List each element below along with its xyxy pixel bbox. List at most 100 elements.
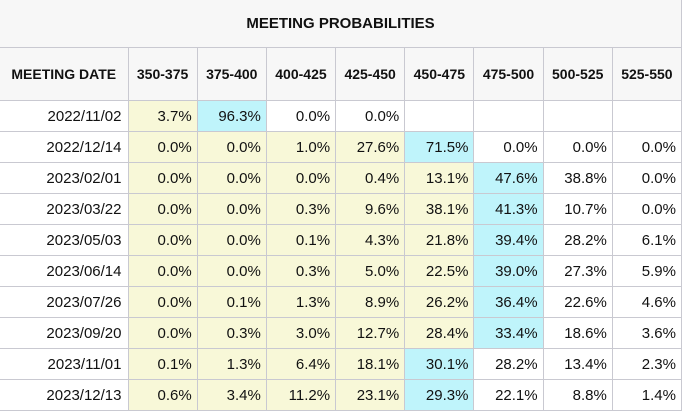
probability-cell: 0.0% xyxy=(611,193,683,225)
probability-cell: 0.0% xyxy=(127,317,198,349)
probability-cell: 8.8% xyxy=(542,379,613,411)
probability-cell: 0.0% xyxy=(335,100,406,132)
column-header-525-550: 525-550 xyxy=(611,47,683,101)
probability-cell: 22.1% xyxy=(473,379,544,411)
probability-cell xyxy=(473,100,544,132)
probability-cell: 0.0% xyxy=(127,193,198,225)
probability-cell: 3.4% xyxy=(196,379,267,411)
probability-cell: 22.5% xyxy=(404,255,475,287)
probability-cell: 1.3% xyxy=(196,348,267,380)
meeting-date-cell: 2022/12/14 xyxy=(0,131,129,163)
probability-cell: 0.0% xyxy=(265,100,337,132)
probability-cell xyxy=(542,100,613,132)
column-header-350-375: 350-375 xyxy=(127,47,198,101)
column-header-450-475: 450-475 xyxy=(404,47,475,101)
probability-cell: 8.9% xyxy=(335,286,406,318)
table-row: 2023/02/01 0.0% 0.0% 0.0% 0.4% 13.1% 47.6% 38.8… xyxy=(0,162,683,194)
table-row: 2023/07/26 0.0% 0.1% 1.3% 8.9% 26.2% 36.4% 22.6… xyxy=(0,286,683,318)
probability-cell: 5.9% xyxy=(611,255,683,287)
probability-cell: 18.1% xyxy=(335,348,406,380)
probability-cell: 0.0% xyxy=(611,162,683,194)
table-row: 2022/12/14 0.0% 0.0% 1.0% 27.6% 71.5% 0.0% 0.0%… xyxy=(0,131,683,163)
probability-cell: 0.1% xyxy=(196,286,267,318)
probability-cell: 0.3% xyxy=(196,317,267,349)
probability-cell-max: 33.4% xyxy=(473,317,544,349)
probability-cell: 6.4% xyxy=(265,348,337,380)
probability-cell: 28.2% xyxy=(542,224,613,256)
probability-cell: 0.0% xyxy=(127,286,198,318)
probability-cell: 0.0% xyxy=(196,162,267,194)
probability-cell: 0.0% xyxy=(196,131,267,163)
probability-cell-max: 96.3% xyxy=(196,100,267,132)
column-header-475-500: 475-500 xyxy=(473,47,544,101)
probability-cell: 2.3% xyxy=(611,348,683,380)
meeting-date-cell: 2022/11/02 xyxy=(0,100,129,132)
probability-cell: 3.0% xyxy=(265,317,337,349)
probability-cell: 18.6% xyxy=(542,317,613,349)
table-row: 2023/11/01 0.1% 1.3% 6.4% 18.1% 30.1% 28.2% 13.… xyxy=(0,348,683,380)
table-row: 2023/12/13 0.6% 3.4% 11.2% 23.1% 29.3% 22.1% 8.… xyxy=(0,379,683,411)
probability-cell: 1.0% xyxy=(265,131,337,163)
probability-cell: 28.2% xyxy=(473,348,544,380)
probability-cell: 9.6% xyxy=(335,193,406,225)
table-row: 2023/05/03 0.0% 0.0% 0.1% 4.3% 21.8% 39.4% 28.2… xyxy=(0,224,683,256)
probability-cell-max: 71.5% xyxy=(404,131,475,163)
meeting-date-cell: 2023/05/03 xyxy=(0,224,129,256)
probability-cell: 0.0% xyxy=(127,131,198,163)
meeting-date-cell: 2023/11/01 xyxy=(0,348,129,380)
probability-cell-max: 47.6% xyxy=(473,162,544,194)
probability-cell: 38.8% xyxy=(542,162,613,194)
probability-cell: 0.0% xyxy=(196,255,267,287)
column-header-meeting-date: MEETING DATE xyxy=(0,47,129,101)
probability-cell: 0.0% xyxy=(196,224,267,256)
probability-cell: 0.3% xyxy=(265,193,337,225)
probability-cell: 13.4% xyxy=(542,348,613,380)
header-row: MEETING DATE 350-375 375-400 400-425 425-450… xyxy=(0,47,683,101)
probability-cell-max: 36.4% xyxy=(473,286,544,318)
probability-cell-max: 29.3% xyxy=(404,379,475,411)
meeting-date-cell: 2023/07/26 xyxy=(0,286,129,318)
probability-cell: 0.4% xyxy=(335,162,406,194)
probability-cell: 0.0% xyxy=(127,255,198,287)
probability-cell: 0.1% xyxy=(127,348,198,380)
probability-cell-max: 30.1% xyxy=(404,348,475,380)
probability-cell: 3.6% xyxy=(611,317,683,349)
table-row: 2022/11/02 3.7% 96.3% 0.0% 0.0% xyxy=(0,100,683,132)
probability-cell: 23.1% xyxy=(335,379,406,411)
probability-cell: 0.0% xyxy=(196,193,267,225)
probability-cell: 12.7% xyxy=(335,317,406,349)
column-header-400-425: 400-425 xyxy=(265,47,337,101)
meeting-date-cell: 2023/02/01 xyxy=(0,162,129,194)
table-row: 2023/06/14 0.0% 0.0% 0.3% 5.0% 22.5% 39.0% 27.3… xyxy=(0,255,683,287)
probability-cell: 11.2% xyxy=(265,379,337,411)
meeting-date-cell: 2023/06/14 xyxy=(0,255,129,287)
probability-cell: 27.6% xyxy=(335,131,406,163)
probability-cell xyxy=(404,100,475,132)
table-row: 2023/03/22 0.0% 0.0% 0.3% 9.6% 38.1% 41.3% 10.7… xyxy=(0,193,683,225)
probability-cell: 10.7% xyxy=(542,193,613,225)
column-header-500-525: 500-525 xyxy=(542,47,613,101)
column-header-425-450: 425-450 xyxy=(335,47,406,101)
table-body: 2022/11/02 3.7% 96.3% 0.0% 0.0% 2022/12/14 0.0… xyxy=(0,100,683,411)
meeting-date-cell: 2023/03/22 xyxy=(0,193,129,225)
meeting-date-cell: 2023/12/13 xyxy=(0,379,129,411)
probability-cell: 6.1% xyxy=(611,224,683,256)
probability-cell: 13.1% xyxy=(404,162,475,194)
probability-cell-max: 39.4% xyxy=(473,224,544,256)
probability-cell: 0.6% xyxy=(127,379,198,411)
probability-cell: 0.0% xyxy=(265,162,337,194)
probability-cell: 3.7% xyxy=(127,100,198,132)
probability-cell: 0.1% xyxy=(265,224,337,256)
probability-cell: 0.0% xyxy=(473,131,544,163)
probability-cell: 4.6% xyxy=(611,286,683,318)
probability-cell: 1.3% xyxy=(265,286,337,318)
probability-cell: 0.3% xyxy=(265,255,337,287)
probability-cell-max: 39.0% xyxy=(473,255,544,287)
column-header-375-400: 375-400 xyxy=(196,47,267,101)
probability-cell xyxy=(611,100,683,132)
probability-cell: 27.3% xyxy=(542,255,613,287)
probability-cell-max: 41.3% xyxy=(473,193,544,225)
probability-cell: 0.0% xyxy=(127,224,198,256)
probability-cell: 0.0% xyxy=(542,131,613,163)
